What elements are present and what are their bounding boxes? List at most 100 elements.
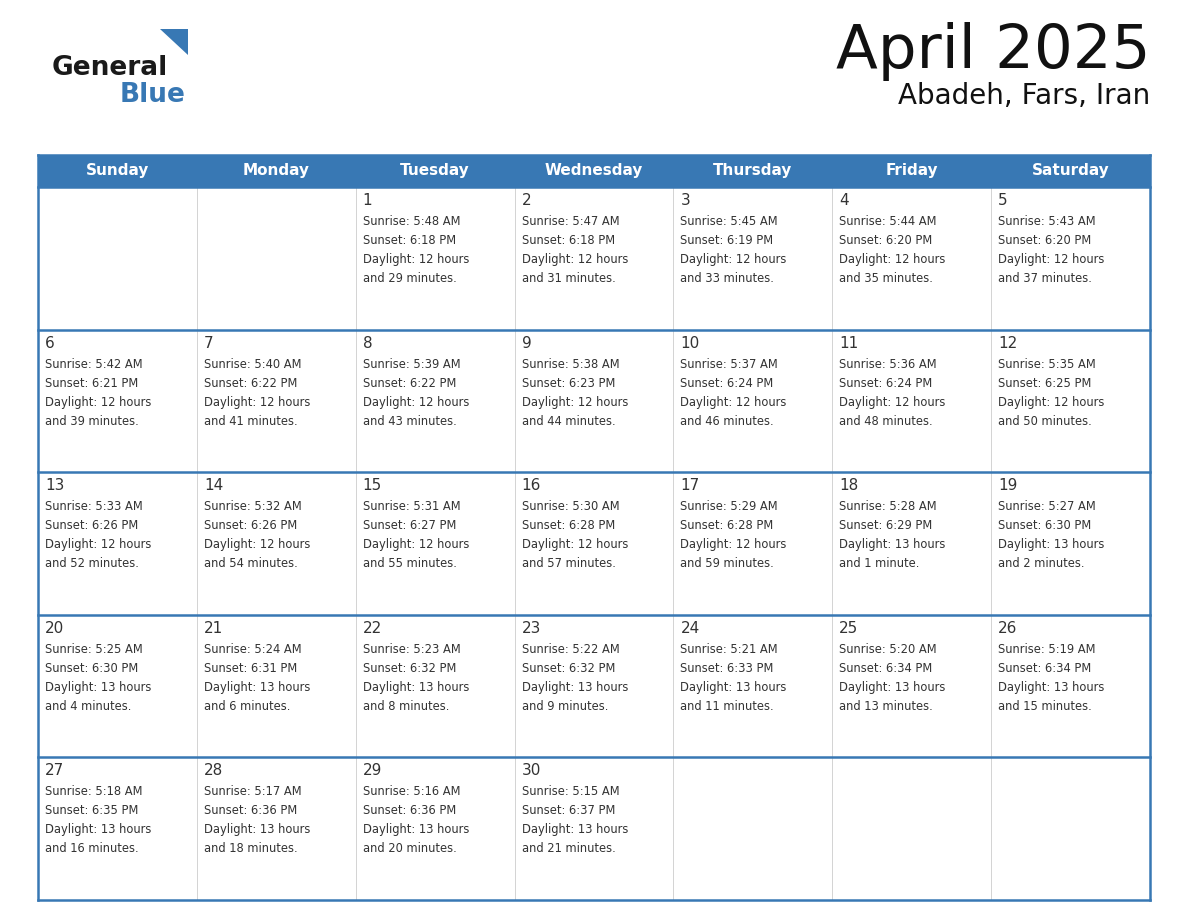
Text: 9: 9 — [522, 336, 531, 351]
Bar — [355, 330, 514, 472]
Bar — [355, 615, 514, 757]
Text: Sunset: 6:33 PM: Sunset: 6:33 PM — [681, 662, 773, 675]
Bar — [355, 472, 514, 615]
Text: Daylight: 12 hours: Daylight: 12 hours — [522, 538, 628, 551]
Text: April 2025: April 2025 — [835, 22, 1150, 81]
Text: Sunrise: 5:45 AM: Sunrise: 5:45 AM — [681, 215, 778, 228]
Text: Daylight: 13 hours: Daylight: 13 hours — [362, 681, 469, 694]
Text: Sunset: 6:36 PM: Sunset: 6:36 PM — [362, 804, 456, 817]
Text: Sunrise: 5:35 AM: Sunrise: 5:35 AM — [998, 358, 1095, 371]
Text: Abadeh, Fars, Iran: Abadeh, Fars, Iran — [898, 82, 1150, 110]
Text: and 41 minutes.: and 41 minutes. — [204, 415, 297, 428]
Bar — [833, 187, 991, 330]
Text: 26: 26 — [998, 621, 1017, 636]
Text: Sunrise: 5:24 AM: Sunrise: 5:24 AM — [204, 643, 302, 655]
Text: and 50 minutes.: and 50 minutes. — [998, 415, 1092, 428]
Bar — [991, 757, 1150, 900]
Text: 16: 16 — [522, 478, 541, 493]
Text: 12: 12 — [998, 336, 1017, 351]
Text: Daylight: 12 hours: Daylight: 12 hours — [681, 253, 786, 266]
Bar — [197, 757, 355, 900]
Text: and 6 minutes.: and 6 minutes. — [204, 700, 290, 712]
Text: Daylight: 13 hours: Daylight: 13 hours — [998, 538, 1105, 551]
Text: 19: 19 — [998, 478, 1017, 493]
Text: Sunrise: 5:36 AM: Sunrise: 5:36 AM — [839, 358, 937, 371]
Text: and 33 minutes.: and 33 minutes. — [681, 272, 775, 285]
Text: Sunrise: 5:27 AM: Sunrise: 5:27 AM — [998, 500, 1095, 513]
Text: Sunset: 6:36 PM: Sunset: 6:36 PM — [204, 804, 297, 817]
Bar — [674, 472, 833, 615]
Text: and 21 minutes.: and 21 minutes. — [522, 843, 615, 856]
Text: 14: 14 — [204, 478, 223, 493]
Polygon shape — [160, 29, 188, 55]
Text: and 20 minutes.: and 20 minutes. — [362, 843, 456, 856]
Text: 6: 6 — [45, 336, 55, 351]
Text: Daylight: 12 hours: Daylight: 12 hours — [45, 396, 151, 409]
Text: Sunrise: 5:33 AM: Sunrise: 5:33 AM — [45, 500, 143, 513]
Bar — [991, 187, 1150, 330]
Text: Wednesday: Wednesday — [545, 163, 643, 178]
Bar — [514, 615, 674, 757]
Bar — [833, 330, 991, 472]
Text: Sunset: 6:24 PM: Sunset: 6:24 PM — [839, 376, 933, 389]
Text: 30: 30 — [522, 764, 541, 778]
Bar — [197, 330, 355, 472]
Text: Daylight: 12 hours: Daylight: 12 hours — [998, 396, 1105, 409]
Text: Sunset: 6:35 PM: Sunset: 6:35 PM — [45, 804, 138, 817]
Text: 23: 23 — [522, 621, 541, 636]
Text: 3: 3 — [681, 193, 690, 208]
Text: and 43 minutes.: and 43 minutes. — [362, 415, 456, 428]
Text: Sunrise: 5:44 AM: Sunrise: 5:44 AM — [839, 215, 937, 228]
Text: and 54 minutes.: and 54 minutes. — [204, 557, 298, 570]
Text: 4: 4 — [839, 193, 849, 208]
Text: Tuesday: Tuesday — [400, 163, 470, 178]
Text: Sunrise: 5:40 AM: Sunrise: 5:40 AM — [204, 358, 302, 371]
Bar — [38, 472, 197, 615]
Text: Daylight: 13 hours: Daylight: 13 hours — [204, 681, 310, 694]
Bar — [674, 615, 833, 757]
Text: Daylight: 13 hours: Daylight: 13 hours — [522, 823, 628, 836]
Text: 7: 7 — [204, 336, 214, 351]
Text: and 35 minutes.: and 35 minutes. — [839, 272, 933, 285]
Text: and 1 minute.: and 1 minute. — [839, 557, 920, 570]
Text: Thursday: Thursday — [713, 163, 792, 178]
Text: and 31 minutes.: and 31 minutes. — [522, 272, 615, 285]
Text: Sunrise: 5:47 AM: Sunrise: 5:47 AM — [522, 215, 619, 228]
Text: Sunset: 6:27 PM: Sunset: 6:27 PM — [362, 520, 456, 532]
Text: and 55 minutes.: and 55 minutes. — [362, 557, 456, 570]
Text: Blue: Blue — [120, 82, 185, 108]
Text: Sunset: 6:26 PM: Sunset: 6:26 PM — [204, 520, 297, 532]
Text: 10: 10 — [681, 336, 700, 351]
Text: Daylight: 12 hours: Daylight: 12 hours — [45, 538, 151, 551]
Text: Sunset: 6:37 PM: Sunset: 6:37 PM — [522, 804, 615, 817]
Text: Daylight: 12 hours: Daylight: 12 hours — [998, 253, 1105, 266]
Text: and 15 minutes.: and 15 minutes. — [998, 700, 1092, 712]
Bar — [833, 757, 991, 900]
Text: Sunrise: 5:48 AM: Sunrise: 5:48 AM — [362, 215, 460, 228]
Text: Sunset: 6:21 PM: Sunset: 6:21 PM — [45, 376, 138, 389]
Text: Sunset: 6:32 PM: Sunset: 6:32 PM — [522, 662, 615, 675]
Text: Daylight: 12 hours: Daylight: 12 hours — [204, 396, 310, 409]
Text: Daylight: 12 hours: Daylight: 12 hours — [522, 253, 628, 266]
Bar — [674, 330, 833, 472]
Text: Sunset: 6:20 PM: Sunset: 6:20 PM — [839, 234, 933, 247]
Text: 28: 28 — [204, 764, 223, 778]
Text: Daylight: 13 hours: Daylight: 13 hours — [362, 823, 469, 836]
Text: 21: 21 — [204, 621, 223, 636]
Text: 27: 27 — [45, 764, 64, 778]
Text: Sunrise: 5:15 AM: Sunrise: 5:15 AM — [522, 786, 619, 799]
Text: Sunset: 6:31 PM: Sunset: 6:31 PM — [204, 662, 297, 675]
Text: and 39 minutes.: and 39 minutes. — [45, 415, 139, 428]
Text: Daylight: 13 hours: Daylight: 13 hours — [45, 681, 151, 694]
Text: and 59 minutes.: and 59 minutes. — [681, 557, 775, 570]
Text: Sunset: 6:20 PM: Sunset: 6:20 PM — [998, 234, 1092, 247]
Text: Daylight: 12 hours: Daylight: 12 hours — [681, 396, 786, 409]
Text: Sunset: 6:32 PM: Sunset: 6:32 PM — [362, 662, 456, 675]
Text: Daylight: 13 hours: Daylight: 13 hours — [681, 681, 786, 694]
Text: Sunrise: 5:30 AM: Sunrise: 5:30 AM — [522, 500, 619, 513]
Text: 22: 22 — [362, 621, 383, 636]
Text: Daylight: 12 hours: Daylight: 12 hours — [839, 253, 946, 266]
Text: Daylight: 13 hours: Daylight: 13 hours — [839, 538, 946, 551]
Bar — [197, 615, 355, 757]
Bar — [197, 187, 355, 330]
